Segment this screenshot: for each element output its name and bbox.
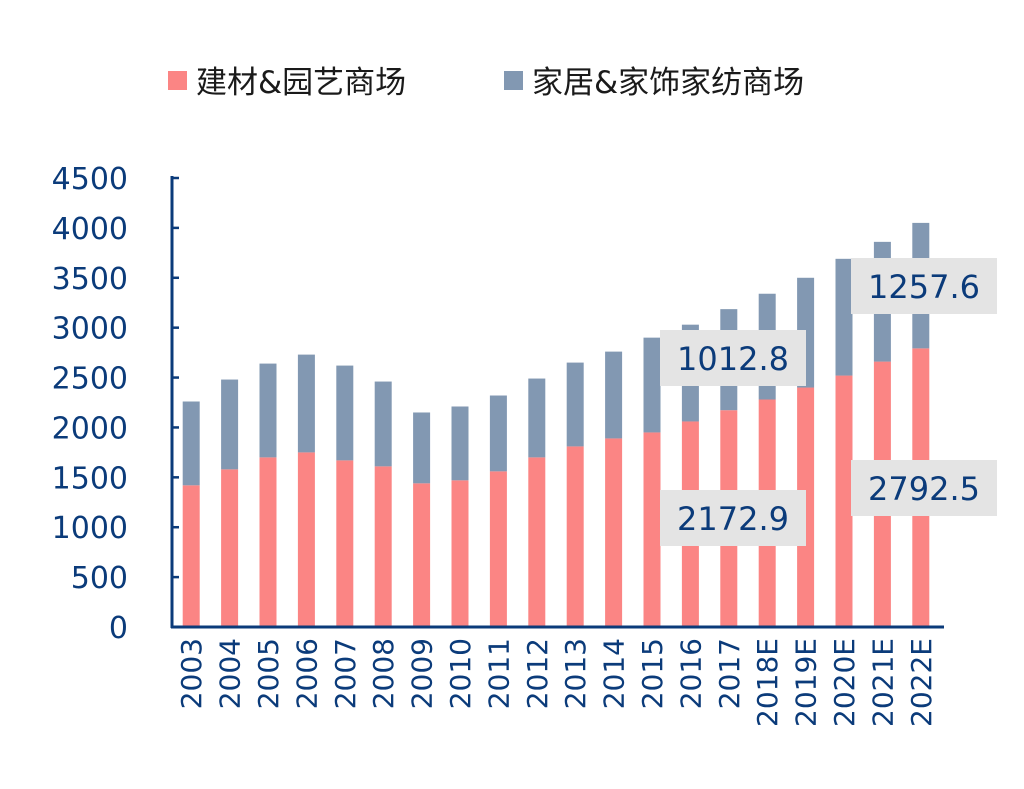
x-tick-label: 2012 <box>521 638 554 709</box>
x-tick-label: 2009 <box>406 638 439 709</box>
callout-box <box>660 490 806 546</box>
bar-2004-series-2 <box>221 379 239 470</box>
x-tick-label: 2016 <box>674 638 707 709</box>
bar-2011-series-1 <box>489 471 507 627</box>
bar-2006-series-2 <box>297 354 315 453</box>
bar-2006-series-1 <box>297 452 315 627</box>
x-tick-label: 2010 <box>444 638 477 709</box>
legend-label-2: 家居&家饰家纺商场 <box>532 65 804 101</box>
bar-2011-series-2 <box>489 395 507 472</box>
bar-2008-series-2 <box>374 381 392 467</box>
x-tick-label: 2020E <box>828 638 861 727</box>
y-tick-label: 3500 <box>52 262 128 297</box>
bar-2013-series-2 <box>566 362 584 447</box>
bar-2008-series-1 <box>374 466 392 627</box>
x-tick-label: 2008 <box>367 638 400 709</box>
legend-swatch-2 <box>504 71 523 90</box>
bar-2010-series-2 <box>451 406 469 481</box>
bar-2012-series-1 <box>528 457 546 627</box>
bar-2009-series-2 <box>413 412 431 484</box>
callouts-group: 1012.8 2172.9 1257.6 2792.5 <box>660 258 997 546</box>
x-tick-label: 2019E <box>790 638 823 727</box>
bar-2020E-series-2 <box>835 258 853 376</box>
bar-2010-series-1 <box>451 480 469 627</box>
callout-label: 2172.9 <box>677 500 789 538</box>
legend-swatch-1 <box>168 71 187 90</box>
y-tick-label: 1500 <box>52 461 128 496</box>
callout-label: 1257.6 <box>868 268 980 306</box>
y-tick-label: 2500 <box>52 362 128 397</box>
bar-2004-series-1 <box>221 469 239 627</box>
bar-2005-series-2 <box>259 363 277 458</box>
x-tick-label: 2018E <box>751 638 784 727</box>
x-tick-label: 2021E <box>866 638 899 727</box>
callout-label: 2792.5 <box>868 470 980 508</box>
bar-2014-series-1 <box>605 438 623 627</box>
bar-2013-series-1 <box>566 446 584 627</box>
callout-box <box>660 330 806 386</box>
x-tick-label: 2004 <box>214 638 247 709</box>
y-tick-label: 0 <box>109 611 128 646</box>
x-tick-label: 2006 <box>290 638 323 709</box>
y-tick-label: 4000 <box>52 212 128 247</box>
x-tick-label: 2011 <box>482 638 515 709</box>
bar-2012-series-2 <box>528 378 546 458</box>
bar-2015-series-1 <box>643 432 661 627</box>
x-tick-label: 2017 <box>713 638 746 709</box>
bar-2014-series-2 <box>605 351 623 439</box>
x-tick-label: 2013 <box>559 638 592 709</box>
legend: 建材&园艺商场 家居&家饰家纺商场 <box>168 65 804 101</box>
x-tick-label: 2022E <box>905 638 938 727</box>
y-tick-label: 3000 <box>52 312 128 347</box>
callout-box <box>851 460 997 516</box>
y-tick-label: 500 <box>71 561 128 596</box>
bar-2007-series-2 <box>336 365 354 461</box>
x-tick-label: 2014 <box>598 638 631 709</box>
axes-group: 0 500 1000 1500 2000 2500 3000 3500 4000 4500 2003… <box>52 162 944 727</box>
x-tick-label: 2003 <box>175 638 208 709</box>
bar-2003-series-1 <box>182 485 200 627</box>
bar-2020E-series-1 <box>835 375 853 627</box>
x-tick-label: 2007 <box>329 638 362 709</box>
bar-2003-series-2 <box>182 401 200 486</box>
bar-2015-series-2 <box>643 337 661 433</box>
legend-label-1: 建材&园艺商场 <box>196 65 406 101</box>
bar-2007-series-1 <box>336 460 354 627</box>
bars-group <box>182 222 930 627</box>
callout-label: 1012.8 <box>677 340 789 378</box>
x-tick-label: 2015 <box>636 638 669 709</box>
bar-2005-series-1 <box>259 457 277 627</box>
y-tick-label: 2000 <box>52 411 128 446</box>
bar-2009-series-1 <box>413 483 431 627</box>
y-tick-label: 4500 <box>52 162 128 197</box>
y-tick-label: 1000 <box>52 511 128 546</box>
callout-box <box>851 258 997 314</box>
x-tick-label: 2005 <box>252 638 285 709</box>
